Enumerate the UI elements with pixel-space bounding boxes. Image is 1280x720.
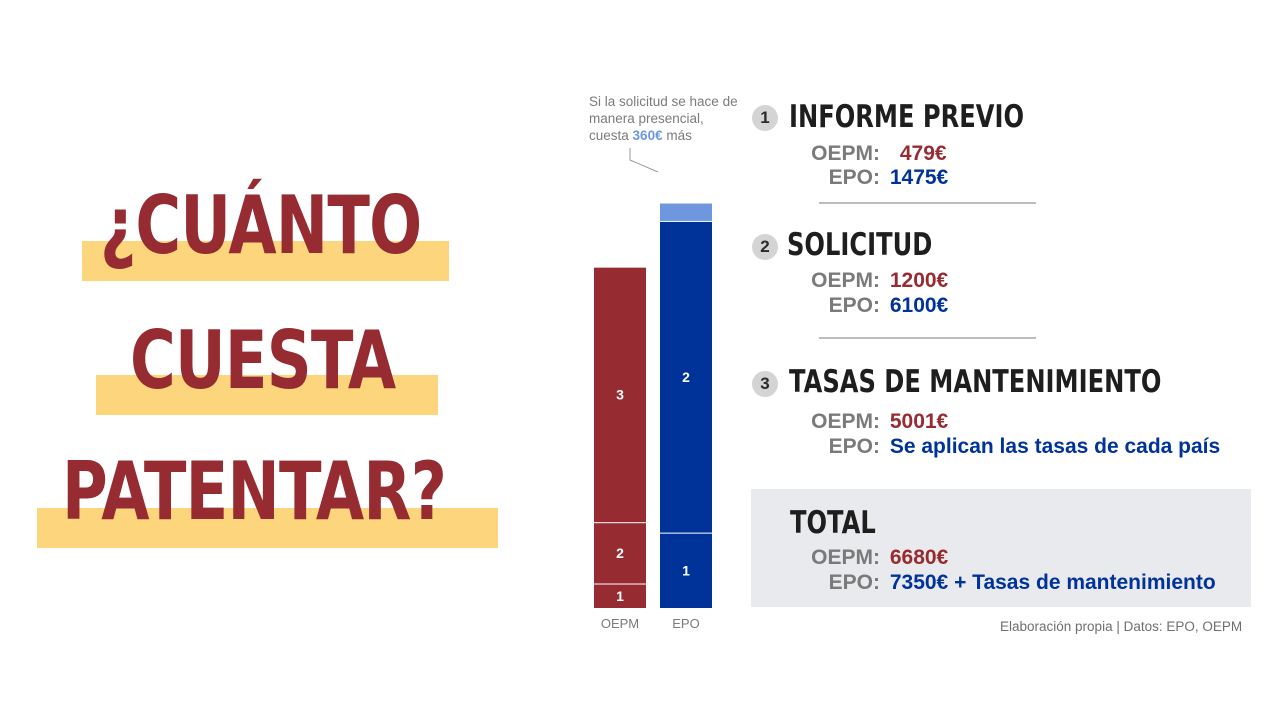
section-2-epo-value: 6100€ — [890, 294, 948, 317]
note-connector — [630, 148, 658, 172]
segment-separator — [660, 202, 712, 204]
section-3-epo-value: Se aplican las tasas de cada país — [890, 435, 1220, 458]
category-label: OEPM — [601, 616, 639, 631]
epo-label: EPO: — [800, 167, 880, 188]
epo-label: EPO: — [800, 436, 880, 457]
section-2-oepm-value: 1200€ — [890, 269, 948, 292]
oepm-label: OEPM: — [800, 143, 880, 164]
divider — [819, 202, 1036, 204]
epo-label: EPO: — [800, 572, 880, 593]
total-epo-row: EPO: 7350€ + Tasas de mantenimiento — [800, 572, 1216, 593]
oepm-label: OEPM: — [800, 547, 880, 568]
bar-segment-epo-extra — [660, 203, 712, 221]
title-line-2: CUESTA — [130, 321, 395, 401]
section-1-oepm-row: OEPM: 479€ — [800, 143, 947, 164]
oepm-label: OEPM: — [800, 411, 880, 432]
total-epo-value: 7350€ + Tasas de mantenimiento — [890, 571, 1216, 594]
divider — [819, 337, 1036, 339]
section-3-title: TASAS DE MANTENIMIENTO — [789, 367, 1161, 398]
total-title: TOTAL — [790, 508, 876, 539]
section-2-number: 2 — [752, 234, 778, 260]
title-line-3: PATENTAR? — [62, 452, 446, 532]
section-2-epo-row: EPO: 6100€ — [800, 295, 948, 316]
total-oepm-row: OEPM: 6680€ — [800, 547, 948, 568]
oepm-label: OEPM: — [800, 270, 880, 291]
segment-label: 3 — [616, 386, 624, 402]
title-line-1: ¿CUÁNTO — [100, 186, 421, 266]
section-3-oepm-value: 5001€ — [890, 410, 948, 433]
segment-label: 1 — [616, 588, 624, 604]
section-2-title: SOLICITUD — [787, 230, 932, 261]
section-1-title: INFORME PREVIO — [789, 102, 1024, 133]
section-1-epo-value: 1475€ — [890, 166, 948, 189]
section-1-number: 1 — [752, 105, 778, 131]
segment-label: 2 — [682, 369, 690, 385]
segment-label: 2 — [616, 545, 624, 561]
epo-label: EPO: — [800, 295, 880, 316]
segment-label: 1 — [682, 562, 690, 578]
source-credit: Elaboración propia | Datos: EPO, OEPM — [1000, 619, 1242, 634]
total-oepm-value: 6680€ — [890, 546, 948, 569]
category-label: EPO — [672, 616, 699, 631]
section-3-epo-row: EPO: Se aplican las tasas de cada país — [800, 436, 1220, 457]
segment-separator — [594, 266, 646, 268]
section-3-number: 3 — [752, 371, 778, 397]
section-1-oepm-value: 479€ — [900, 142, 947, 165]
section-3-oepm-row: OEPM: 5001€ — [800, 411, 948, 432]
section-1-epo-row: EPO: 1475€ — [800, 167, 948, 188]
section-2-oepm-row: OEPM: 1200€ — [800, 270, 948, 291]
stacked-bar-chart: 1 2 3 OEPM 1 2 EPO — [560, 80, 750, 640]
